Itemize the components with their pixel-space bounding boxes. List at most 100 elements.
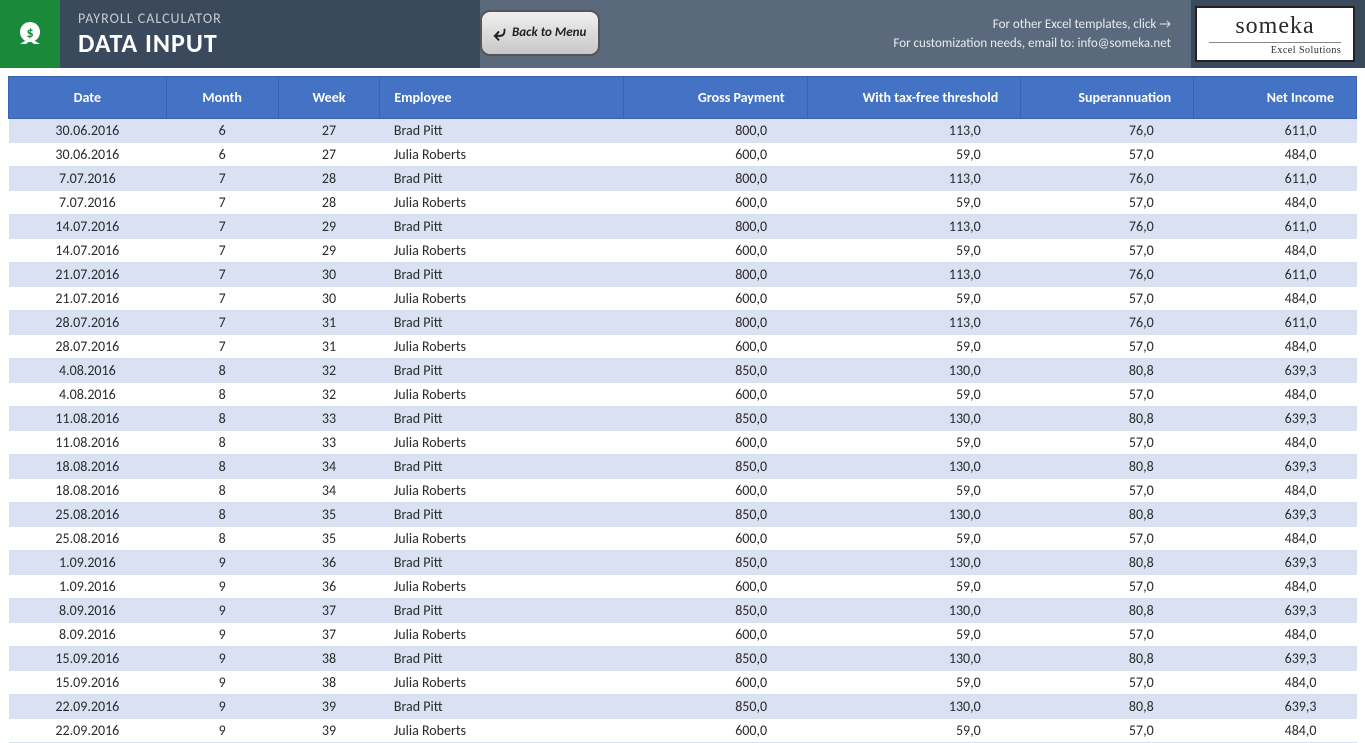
table-row[interactable]: 22.09.2016939Julia Roberts600,059,057,04…	[9, 719, 1357, 743]
cell-tax[interactable]: 59,0	[807, 191, 1021, 215]
cell-month[interactable]: 8	[166, 479, 278, 503]
table-row[interactable]: 15.09.2016938Julia Roberts600,059,057,04…	[9, 671, 1357, 695]
cell-tax[interactable]: 130,0	[807, 359, 1021, 383]
cell-month[interactable]: 7	[166, 167, 278, 191]
cell-employee[interactable]: Julia Roberts	[380, 671, 624, 695]
cell-net[interactable]: 484,0	[1194, 335, 1357, 359]
cell-employee[interactable]: Julia Roberts	[380, 623, 624, 647]
table-row[interactable]: 11.08.2016833Julia Roberts600,059,057,04…	[9, 431, 1357, 455]
cell-net[interactable]: 484,0	[1194, 239, 1357, 263]
cell-net[interactable]: 611,0	[1194, 311, 1357, 335]
cell-gross[interactable]: 850,0	[624, 551, 807, 575]
cell-tax[interactable]: 59,0	[807, 143, 1021, 167]
cell-employee[interactable]: Julia Roberts	[380, 719, 624, 743]
cell-tax[interactable]: 113,0	[807, 311, 1021, 335]
back-to-menu-button[interactable]: ⤶ Back to Menu	[480, 10, 600, 56]
cell-net[interactable]: 639,3	[1194, 599, 1357, 623]
cell-net[interactable]: 611,0	[1194, 119, 1357, 143]
cell-tax[interactable]: 59,0	[807, 575, 1021, 599]
info-templates[interactable]: For other Excel templates, click →	[993, 17, 1171, 32]
cell-employee[interactable]: Julia Roberts	[380, 239, 624, 263]
cell-week[interactable]: 29	[278, 215, 380, 239]
cell-super[interactable]: 57,0	[1021, 623, 1194, 647]
cell-week[interactable]: 32	[278, 359, 380, 383]
cell-employee[interactable]: Julia Roberts	[380, 335, 624, 359]
cell-net[interactable]: 484,0	[1194, 431, 1357, 455]
cell-tax[interactable]: 130,0	[807, 455, 1021, 479]
cell-tax[interactable]: 59,0	[807, 527, 1021, 551]
cell-gross[interactable]: 600,0	[624, 479, 807, 503]
cell-super[interactable]: 76,0	[1021, 167, 1194, 191]
cell-tax[interactable]: 130,0	[807, 551, 1021, 575]
cell-employee[interactable]: Brad Pitt	[380, 455, 624, 479]
cell-tax[interactable]: 130,0	[807, 503, 1021, 527]
cell-week[interactable]: 36	[278, 575, 380, 599]
cell-week[interactable]: 29	[278, 239, 380, 263]
col-super[interactable]: Superannuation	[1021, 77, 1194, 119]
cell-gross[interactable]: 600,0	[624, 719, 807, 743]
cell-super[interactable]: 57,0	[1021, 239, 1194, 263]
table-row[interactable]: 1.09.2016936Julia Roberts600,059,057,048…	[9, 575, 1357, 599]
cell-employee[interactable]: Julia Roberts	[380, 575, 624, 599]
cell-gross[interactable]: 850,0	[624, 503, 807, 527]
cell-super[interactable]: 76,0	[1021, 311, 1194, 335]
cell-month[interactable]: 7	[166, 239, 278, 263]
info-email[interactable]: For customization needs, email to: info@…	[893, 36, 1171, 51]
cell-month[interactable]: 9	[166, 695, 278, 719]
cell-date[interactable]: 22.09.2016	[9, 695, 167, 719]
table-row[interactable]: 21.07.2016730Brad Pitt800,0113,076,0611,…	[9, 263, 1357, 287]
cell-week[interactable]: 31	[278, 335, 380, 359]
cell-date[interactable]: 30.06.2016	[9, 143, 167, 167]
cell-date[interactable]: 14.07.2016	[9, 239, 167, 263]
cell-week[interactable]: 31	[278, 311, 380, 335]
cell-net[interactable]: 484,0	[1194, 719, 1357, 743]
cell-month[interactable]: 7	[166, 263, 278, 287]
cell-date[interactable]: 18.08.2016	[9, 479, 167, 503]
cell-week[interactable]: 30	[278, 287, 380, 311]
cell-month[interactable]: 7	[166, 287, 278, 311]
cell-week[interactable]: 39	[278, 695, 380, 719]
cell-net[interactable]: 639,3	[1194, 551, 1357, 575]
table-row[interactable]: 18.08.2016834Julia Roberts600,059,057,04…	[9, 479, 1357, 503]
cell-gross[interactable]: 800,0	[624, 119, 807, 143]
cell-date[interactable]: 1.09.2016	[9, 575, 167, 599]
cell-net[interactable]: 639,3	[1194, 407, 1357, 431]
cell-month[interactable]: 8	[166, 527, 278, 551]
cell-net[interactable]: 484,0	[1194, 479, 1357, 503]
cell-week[interactable]: 33	[278, 431, 380, 455]
cell-gross[interactable]: 850,0	[624, 359, 807, 383]
col-week[interactable]: Week	[278, 77, 380, 119]
cell-month[interactable]: 9	[166, 719, 278, 743]
cell-week[interactable]: 35	[278, 503, 380, 527]
col-net[interactable]: Net Income	[1194, 77, 1357, 119]
col-employee[interactable]: Employee	[380, 77, 624, 119]
table-row[interactable]: 7.07.2016728Julia Roberts600,059,057,048…	[9, 191, 1357, 215]
cell-week[interactable]: 34	[278, 479, 380, 503]
cell-date[interactable]: 15.09.2016	[9, 647, 167, 671]
cell-super[interactable]: 76,0	[1021, 263, 1194, 287]
cell-gross[interactable]: 800,0	[624, 263, 807, 287]
table-row[interactable]: 1.09.2016936Brad Pitt850,0130,080,8639,3	[9, 551, 1357, 575]
cell-employee[interactable]: Julia Roberts	[380, 479, 624, 503]
cell-employee[interactable]: Brad Pitt	[380, 167, 624, 191]
cell-net[interactable]: 639,3	[1194, 503, 1357, 527]
cell-month[interactable]: 9	[166, 671, 278, 695]
cell-net[interactable]: 639,3	[1194, 359, 1357, 383]
cell-employee[interactable]: Brad Pitt	[380, 359, 624, 383]
cell-super[interactable]: 80,8	[1021, 551, 1194, 575]
cell-employee[interactable]: Brad Pitt	[380, 407, 624, 431]
cell-gross[interactable]: 850,0	[624, 455, 807, 479]
cell-date[interactable]: 21.07.2016	[9, 263, 167, 287]
table-row[interactable]: 25.08.2016835Brad Pitt850,0130,080,8639,…	[9, 503, 1357, 527]
cell-employee[interactable]: Brad Pitt	[380, 263, 624, 287]
cell-gross[interactable]: 600,0	[624, 623, 807, 647]
cell-employee[interactable]: Brad Pitt	[380, 311, 624, 335]
cell-net[interactable]: 484,0	[1194, 527, 1357, 551]
cell-employee[interactable]: Julia Roberts	[380, 287, 624, 311]
cell-month[interactable]: 6	[166, 143, 278, 167]
cell-month[interactable]: 8	[166, 383, 278, 407]
cell-super[interactable]: 57,0	[1021, 191, 1194, 215]
cell-tax[interactable]: 59,0	[807, 719, 1021, 743]
cell-week[interactable]: 30	[278, 263, 380, 287]
cell-employee[interactable]: Julia Roberts	[380, 383, 624, 407]
